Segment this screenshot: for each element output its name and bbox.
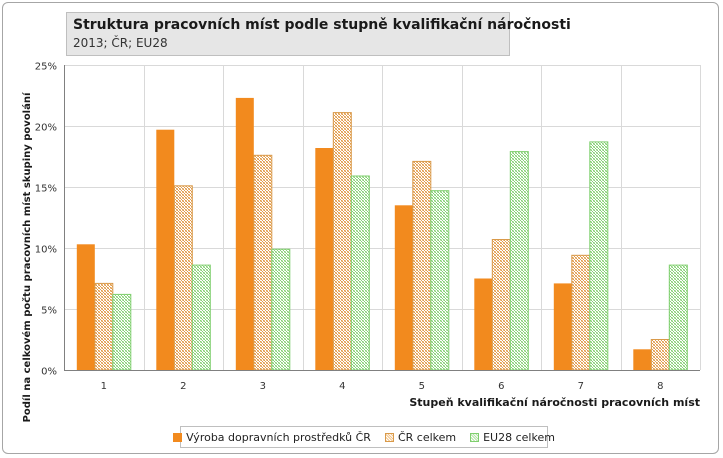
bar-cr-7 <box>571 254 591 371</box>
bar-eu28-7 <box>589 141 609 371</box>
bar-eu28-2 <box>191 264 211 371</box>
chart-subtitle: 2013; ČR; EU28 <box>73 36 168 50</box>
axes <box>64 65 700 371</box>
x-axis-title: Stupeň kvalifikační náročnosti pracovníc… <box>409 396 700 409</box>
bar-cr-1 <box>94 282 114 371</box>
x-tick-label: 3 <box>260 381 266 392</box>
bar-vyroba-7 <box>553 283 572 370</box>
y-tick-label: 25% <box>35 62 57 73</box>
bar-eu28-8 <box>668 264 688 371</box>
labels: 0% 5% 10% 15% 20% 25% 1 2 3 4 5 6 7 8 Stupeň kvalifika… <box>21 62 700 423</box>
bar-vyroba-2 <box>156 129 175 370</box>
bars <box>76 97 688 371</box>
y-tick-label: 20% <box>35 123 57 134</box>
x-tick-label: 4 <box>339 381 345 392</box>
bar-vyroba-8 <box>633 349 652 370</box>
legend-swatch-cr <box>384 432 394 442</box>
chart-title-box: Struktura pracovních míst podle stupně k… <box>66 12 571 56</box>
bar-vyroba-1 <box>76 244 95 370</box>
bar-vyroba-5 <box>394 205 413 370</box>
legend-swatch-vyroba <box>173 432 183 442</box>
bar-eu28-1 <box>112 293 132 371</box>
y-tick-label: 5% <box>41 306 57 317</box>
y-axis-title: Podíl na celkovém počtu pracovních míst … <box>21 92 33 422</box>
y-tick-label: 0% <box>41 367 57 378</box>
bar-cr-8 <box>650 339 670 371</box>
legend-label-vyroba: Výroba dopravních prostředků ČR <box>186 430 371 444</box>
bar-eu28-5 <box>430 190 450 371</box>
x-tick-label: 7 <box>578 381 584 392</box>
bar-eu28-3 <box>271 248 291 371</box>
legend-item-eu28: EU28 celkem <box>470 431 555 444</box>
bar-cr-3 <box>253 154 273 371</box>
legend-swatch-eu28 <box>470 432 480 442</box>
y-tick-label: 10% <box>35 245 57 256</box>
x-tick-label: 1 <box>101 381 107 392</box>
bar-cr-4 <box>332 112 352 371</box>
chart-title: Struktura pracovních míst podle stupně k… <box>73 17 571 33</box>
bar-eu28-6 <box>509 151 529 371</box>
x-tick-label: 6 <box>498 381 504 392</box>
legend-item-vyroba: Výroba dopravních prostředků ČR <box>173 431 371 444</box>
bar-cr-5 <box>412 160 432 371</box>
bar-vyroba-3 <box>235 97 254 371</box>
bar-vyroba-4 <box>315 148 334 370</box>
bar-cr-6 <box>491 239 511 371</box>
x-tick-label: 8 <box>657 381 663 392</box>
legend-label-eu28: EU28 celkem <box>483 430 555 444</box>
y-tick-label: 15% <box>35 184 57 195</box>
legend: Výroba dopravních prostředků ČR ČR celke… <box>173 426 555 448</box>
x-tick-label: 5 <box>419 381 425 392</box>
bar-cr-2 <box>173 185 193 371</box>
x-tick-label: 2 <box>180 381 186 392</box>
legend-item-cr: ČR celkem <box>384 430 457 444</box>
bar-vyroba-6 <box>474 278 493 370</box>
bar-eu28-4 <box>350 175 370 371</box>
legend-label-cr: ČR celkem <box>397 430 457 444</box>
